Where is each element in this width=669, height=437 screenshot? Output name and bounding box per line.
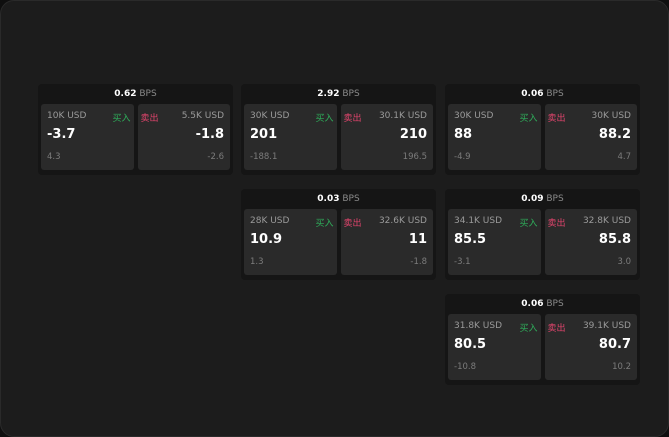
sell-button[interactable]: 卖出 xyxy=(547,114,566,124)
ask-size: 32.6K USD xyxy=(378,216,427,226)
quote-card: 0.06 BPS 31.8K USD 买入 80.5 -10.8 39.1K U… xyxy=(445,294,640,385)
spread-value: 0.06 xyxy=(521,89,544,99)
spread-value: 2.92 xyxy=(317,89,340,99)
buy-button[interactable]: 买入 xyxy=(315,219,334,229)
bid-price: -3.7 xyxy=(47,127,76,142)
ask-change: 196.5 xyxy=(402,152,427,162)
bid-size: 10K USD xyxy=(47,111,87,121)
bid-change: -4.9 xyxy=(454,152,471,162)
quote-card: 0.06 BPS 30K USD 买入 88 -4.9 30K USD 卖出 8… xyxy=(445,84,640,175)
buy-button[interactable]: 买入 xyxy=(519,324,538,334)
ask-change: -1.8 xyxy=(410,257,427,267)
spread-header: 2.92 BPS xyxy=(241,84,436,104)
bid-quote[interactable]: 30K USD 买入 201 -188.1 xyxy=(244,104,337,170)
spread-value: 0.09 xyxy=(521,194,544,204)
bid-price: 88 xyxy=(454,127,473,142)
bid-change: 4.3 xyxy=(47,152,61,162)
quote-card: 2.92 BPS 30K USD 买入 201 -188.1 30.1K USD… xyxy=(241,84,436,175)
ask-price: -1.8 xyxy=(195,127,224,142)
bid-size: 34.1K USD xyxy=(454,216,503,226)
bid-quote[interactable]: 31.8K USD 买入 80.5 -10.8 xyxy=(448,314,541,380)
ask-quote[interactable]: 30.1K USD 卖出 210 196.5 xyxy=(340,104,433,170)
ask-price: 11 xyxy=(408,232,427,247)
buy-button[interactable]: 买入 xyxy=(315,114,334,124)
bid-quote[interactable]: 34.1K USD 买入 85.5 -3.1 xyxy=(448,209,541,275)
bid-change: -10.8 xyxy=(454,362,476,372)
bid-price: 201 xyxy=(250,127,278,142)
spread-unit: BPS xyxy=(139,89,157,99)
spread-unit: BPS xyxy=(342,89,360,99)
quote-card: 0.62 BPS 10K USD 买入 -3.7 4.3 5.5K USD 卖出… xyxy=(38,84,233,175)
ask-quote[interactable]: 39.1K USD 卖出 80.7 10.2 xyxy=(544,314,637,380)
ask-price: 210 xyxy=(399,127,427,142)
spread-value: 0.62 xyxy=(114,89,137,99)
spread-unit: BPS xyxy=(546,89,564,99)
bid-size: 30K USD xyxy=(250,111,290,121)
bid-change: -188.1 xyxy=(250,152,278,162)
buy-button[interactable]: 买入 xyxy=(519,219,538,229)
bid-change: 1.3 xyxy=(250,257,264,267)
sell-button[interactable]: 卖出 xyxy=(547,219,566,229)
spread-unit: BPS xyxy=(546,299,564,309)
ask-size: 32.8K USD xyxy=(582,216,631,226)
ask-size: 39.1K USD xyxy=(582,321,631,331)
bid-quote[interactable]: 30K USD 买入 88 -4.9 xyxy=(448,104,541,170)
buy-button[interactable]: 买入 xyxy=(519,114,538,124)
bid-price: 80.5 xyxy=(454,337,487,352)
spread-header: 0.06 BPS xyxy=(445,84,640,104)
ask-change: 10.2 xyxy=(612,362,631,372)
sell-button[interactable]: 卖出 xyxy=(547,324,566,334)
sell-button[interactable]: 卖出 xyxy=(140,114,159,124)
ask-change: -2.6 xyxy=(207,152,224,162)
ask-quote[interactable]: 30K USD 卖出 88.2 4.7 xyxy=(544,104,637,170)
ask-change: 4.7 xyxy=(617,152,631,162)
ask-quote[interactable]: 32.8K USD 卖出 85.8 3.0 xyxy=(544,209,637,275)
bid-size: 31.8K USD xyxy=(454,321,503,331)
quote-card: 0.03 BPS 28K USD 买入 10.9 1.3 32.6K USD 卖… xyxy=(241,189,436,280)
bid-change: -3.1 xyxy=(454,257,471,267)
spread-header: 0.09 BPS xyxy=(445,189,640,209)
ask-change: 3.0 xyxy=(617,257,631,267)
bid-price: 85.5 xyxy=(454,232,487,247)
bid-price: 10.9 xyxy=(250,232,283,247)
ask-size: 5.5K USD xyxy=(181,111,224,121)
ask-quote[interactable]: 32.6K USD 卖出 11 -1.8 xyxy=(340,209,433,275)
sell-button[interactable]: 卖出 xyxy=(343,219,362,229)
ask-quote[interactable]: 5.5K USD 卖出 -1.8 -2.6 xyxy=(137,104,230,170)
spread-header: 0.62 BPS xyxy=(38,84,233,104)
quote-card: 0.09 BPS 34.1K USD 买入 85.5 -3.1 32.8K US… xyxy=(445,189,640,280)
ask-price: 88.2 xyxy=(598,127,631,142)
sell-button[interactable]: 卖出 xyxy=(343,114,362,124)
ask-price: 80.7 xyxy=(598,337,631,352)
bid-size: 28K USD xyxy=(250,216,290,226)
bid-quote[interactable]: 28K USD 买入 10.9 1.3 xyxy=(244,209,337,275)
bid-size: 30K USD xyxy=(454,111,494,121)
bid-quote[interactable]: 10K USD 买入 -3.7 4.3 xyxy=(41,104,134,170)
spread-header: 0.03 BPS xyxy=(241,189,436,209)
ask-price: 85.8 xyxy=(598,232,631,247)
spread-value: 0.06 xyxy=(521,299,544,309)
spread-unit: BPS xyxy=(546,194,564,204)
spread-value: 0.03 xyxy=(317,194,340,204)
spread-unit: BPS xyxy=(342,194,360,204)
ask-size: 30K USD xyxy=(591,111,631,121)
ask-size: 30.1K USD xyxy=(378,111,427,121)
spread-header: 0.06 BPS xyxy=(445,294,640,314)
buy-button[interactable]: 买入 xyxy=(112,114,131,124)
